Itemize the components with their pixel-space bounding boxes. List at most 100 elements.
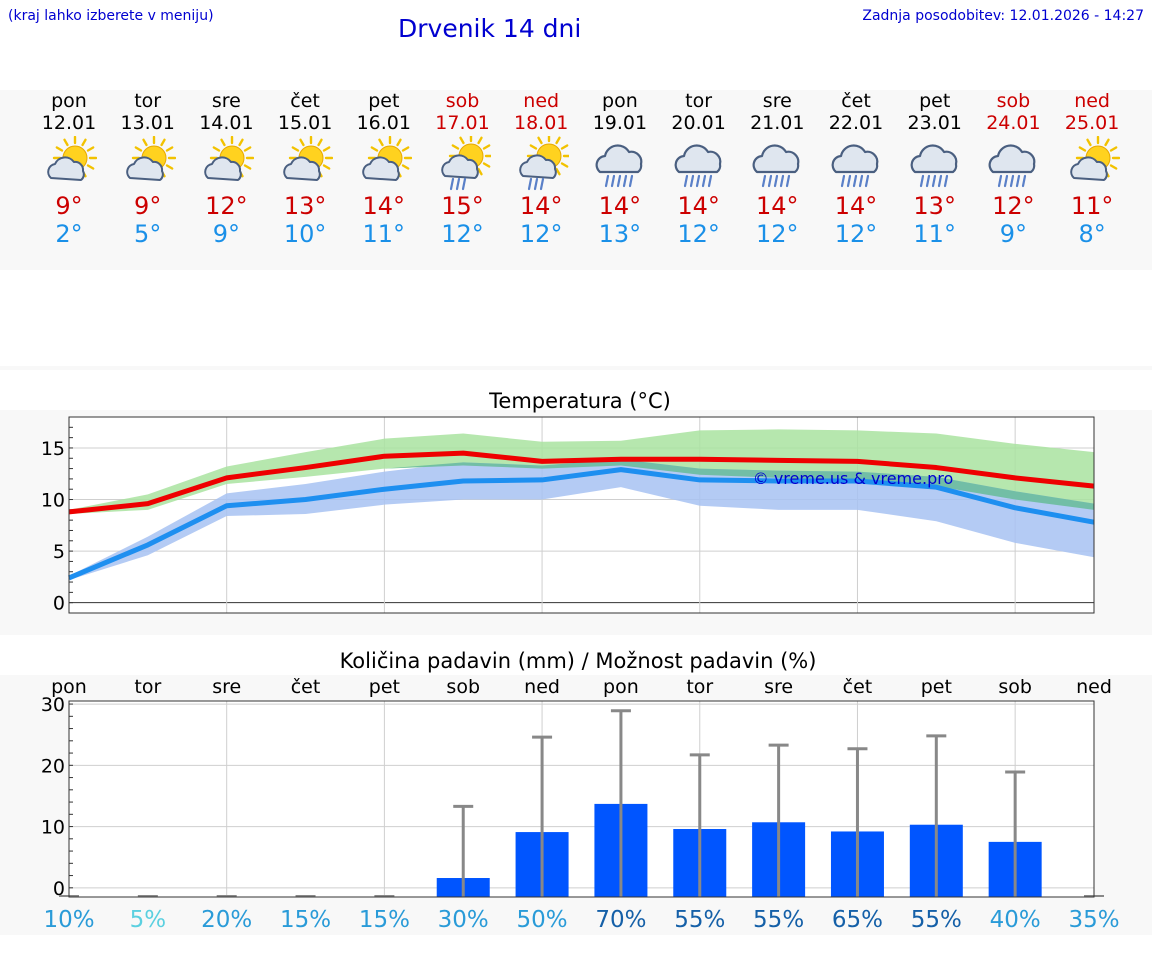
band-overlap	[69, 459, 1094, 514]
day-date: 12.01	[41, 112, 97, 134]
sun-cloud-icon	[125, 136, 176, 181]
day-date: 16.01	[356, 112, 411, 134]
temp-max: 9°	[134, 192, 162, 220]
precip-probability: 35%	[1068, 907, 1119, 933]
precip-category-label: čet	[291, 676, 321, 698]
rain-cloud-icon	[831, 144, 879, 188]
temp-max: 12°	[992, 192, 1035, 220]
precip-category-label: ned	[524, 676, 560, 698]
precip-probability: 65%	[832, 907, 883, 933]
day-date: 22.01	[828, 112, 884, 134]
precip-category-label: tor	[134, 676, 161, 698]
temp-max: 9°	[55, 192, 83, 220]
day-date: 14.01	[199, 112, 254, 134]
sun-cloud-icon	[204, 136, 255, 181]
max-temp-line	[68, 450, 1095, 515]
rain-cloud-icon	[988, 144, 1036, 188]
day-column: sre 14.01 12° 9°	[186, 90, 266, 248]
precip-probability: 5%	[130, 907, 167, 933]
sun-cloud-rain-icon	[440, 136, 491, 191]
day-date: 20.01	[671, 112, 726, 134]
temp-min: 13°	[598, 220, 642, 248]
day-column: čet 22.01 14° 12°	[816, 90, 896, 248]
precip-probability: 40%	[990, 907, 1041, 933]
rain-cloud-icon	[910, 144, 958, 188]
precip-probability: 10%	[43, 907, 94, 933]
precip-category-label: sob	[998, 676, 1032, 698]
rain-cloud-icon	[595, 144, 643, 188]
day-column: ned 25.01 11° 8°	[1052, 90, 1132, 248]
precip-probability: 55%	[753, 907, 804, 933]
day-date: 17.01	[435, 112, 490, 134]
sun-cloud-icon	[47, 136, 97, 181]
day-name: pet	[368, 90, 400, 112]
sun-cloud-icon	[283, 136, 334, 181]
precip-probability: 55%	[911, 907, 962, 933]
day-date: 25.01	[1064, 112, 1120, 134]
day-date: 21.01	[750, 112, 805, 134]
precip-probability: 20%	[201, 907, 252, 933]
forecast-strip: pon 12.01 9° 2° tor 13.01 9° 5° sre 14.01 12° 9° čet…	[0, 90, 1152, 270]
temp-max: 15°	[441, 192, 484, 220]
precip-category-label: sre	[764, 676, 793, 698]
rain-cloud-icon	[752, 144, 800, 188]
temp-min: 10°	[283, 220, 327, 248]
temp-min: 12°	[834, 220, 878, 248]
day-column: pon 12.01 9° 2°	[29, 90, 109, 248]
precip-category-label: ned	[1076, 676, 1112, 698]
day-name: sob	[996, 90, 1031, 112]
precip-category-label: sob	[446, 676, 480, 698]
precip-y-tick: 20	[41, 755, 65, 777]
day-name: sre	[211, 90, 241, 112]
precip-y-tick: 10	[41, 817, 65, 839]
day-date: 24.01	[986, 112, 1041, 134]
sun-cloud-rain-icon	[519, 136, 570, 191]
page-title: Drvenik 14 dni	[398, 14, 582, 43]
day-column: sob 17.01 15° 12°	[423, 90, 503, 248]
day-column: ned 18.01 14° 12°	[501, 90, 581, 248]
temp-max: 13°	[913, 192, 956, 220]
temp-max: 14°	[519, 192, 563, 220]
day-name: pon	[602, 90, 638, 112]
temp-chart-title: Temperatura (°C)	[488, 389, 671, 413]
precip-plot-frame	[68, 700, 1095, 898]
temp-min: 11°	[362, 220, 406, 248]
min-temp-band	[69, 459, 1094, 580]
precip-category-label: čet	[843, 676, 873, 698]
precip-probability: 70%	[595, 907, 646, 933]
temp-max: 14°	[598, 192, 642, 220]
precip-category-label: sre	[212, 676, 241, 698]
precip-category-label: pon	[603, 676, 639, 698]
temp-plot-frame	[68, 416, 1095, 614]
temp-max: 13°	[283, 192, 327, 220]
day-name: tor	[134, 90, 162, 112]
temp-max: 12°	[205, 192, 248, 220]
temp-max: 14°	[834, 192, 878, 220]
max-temp-band	[69, 429, 1094, 514]
precip-probability: 15%	[359, 907, 410, 933]
min-temp-line	[68, 467, 1095, 581]
day-date: 19.01	[592, 112, 648, 134]
temp-min: 8°	[1078, 220, 1106, 248]
temp-max: 11°	[1070, 192, 1114, 220]
precip-probability: 50%	[517, 907, 568, 933]
location-note[interactable]: (kraj lahko izberete v meniju)	[8, 8, 214, 24]
day-date: 13.01	[120, 112, 175, 134]
temp-min: 9°	[212, 220, 241, 248]
day-name: pet	[919, 90, 951, 112]
day-name: ned	[523, 90, 560, 112]
day-name: tor	[685, 90, 713, 112]
day-name: sob	[445, 90, 480, 112]
temp-min: 9°	[999, 220, 1028, 248]
temperature-chart: Temperatura (°C) 0 5 10 15 © vreme.us & vrem…	[41, 389, 1095, 615]
precip-y-tick: 0	[53, 878, 65, 900]
temp-min: 12°	[519, 220, 563, 248]
temp-y-tick: 0	[53, 593, 65, 615]
temp-min: 12°	[441, 220, 484, 248]
day-date: 18.01	[513, 112, 569, 134]
temp-min: 12°	[677, 220, 720, 248]
day-date: 15.01	[277, 112, 333, 134]
temp-max: 14°	[677, 192, 720, 220]
precip-probability: 55%	[674, 907, 725, 933]
temp-min: 5°	[134, 220, 162, 248]
